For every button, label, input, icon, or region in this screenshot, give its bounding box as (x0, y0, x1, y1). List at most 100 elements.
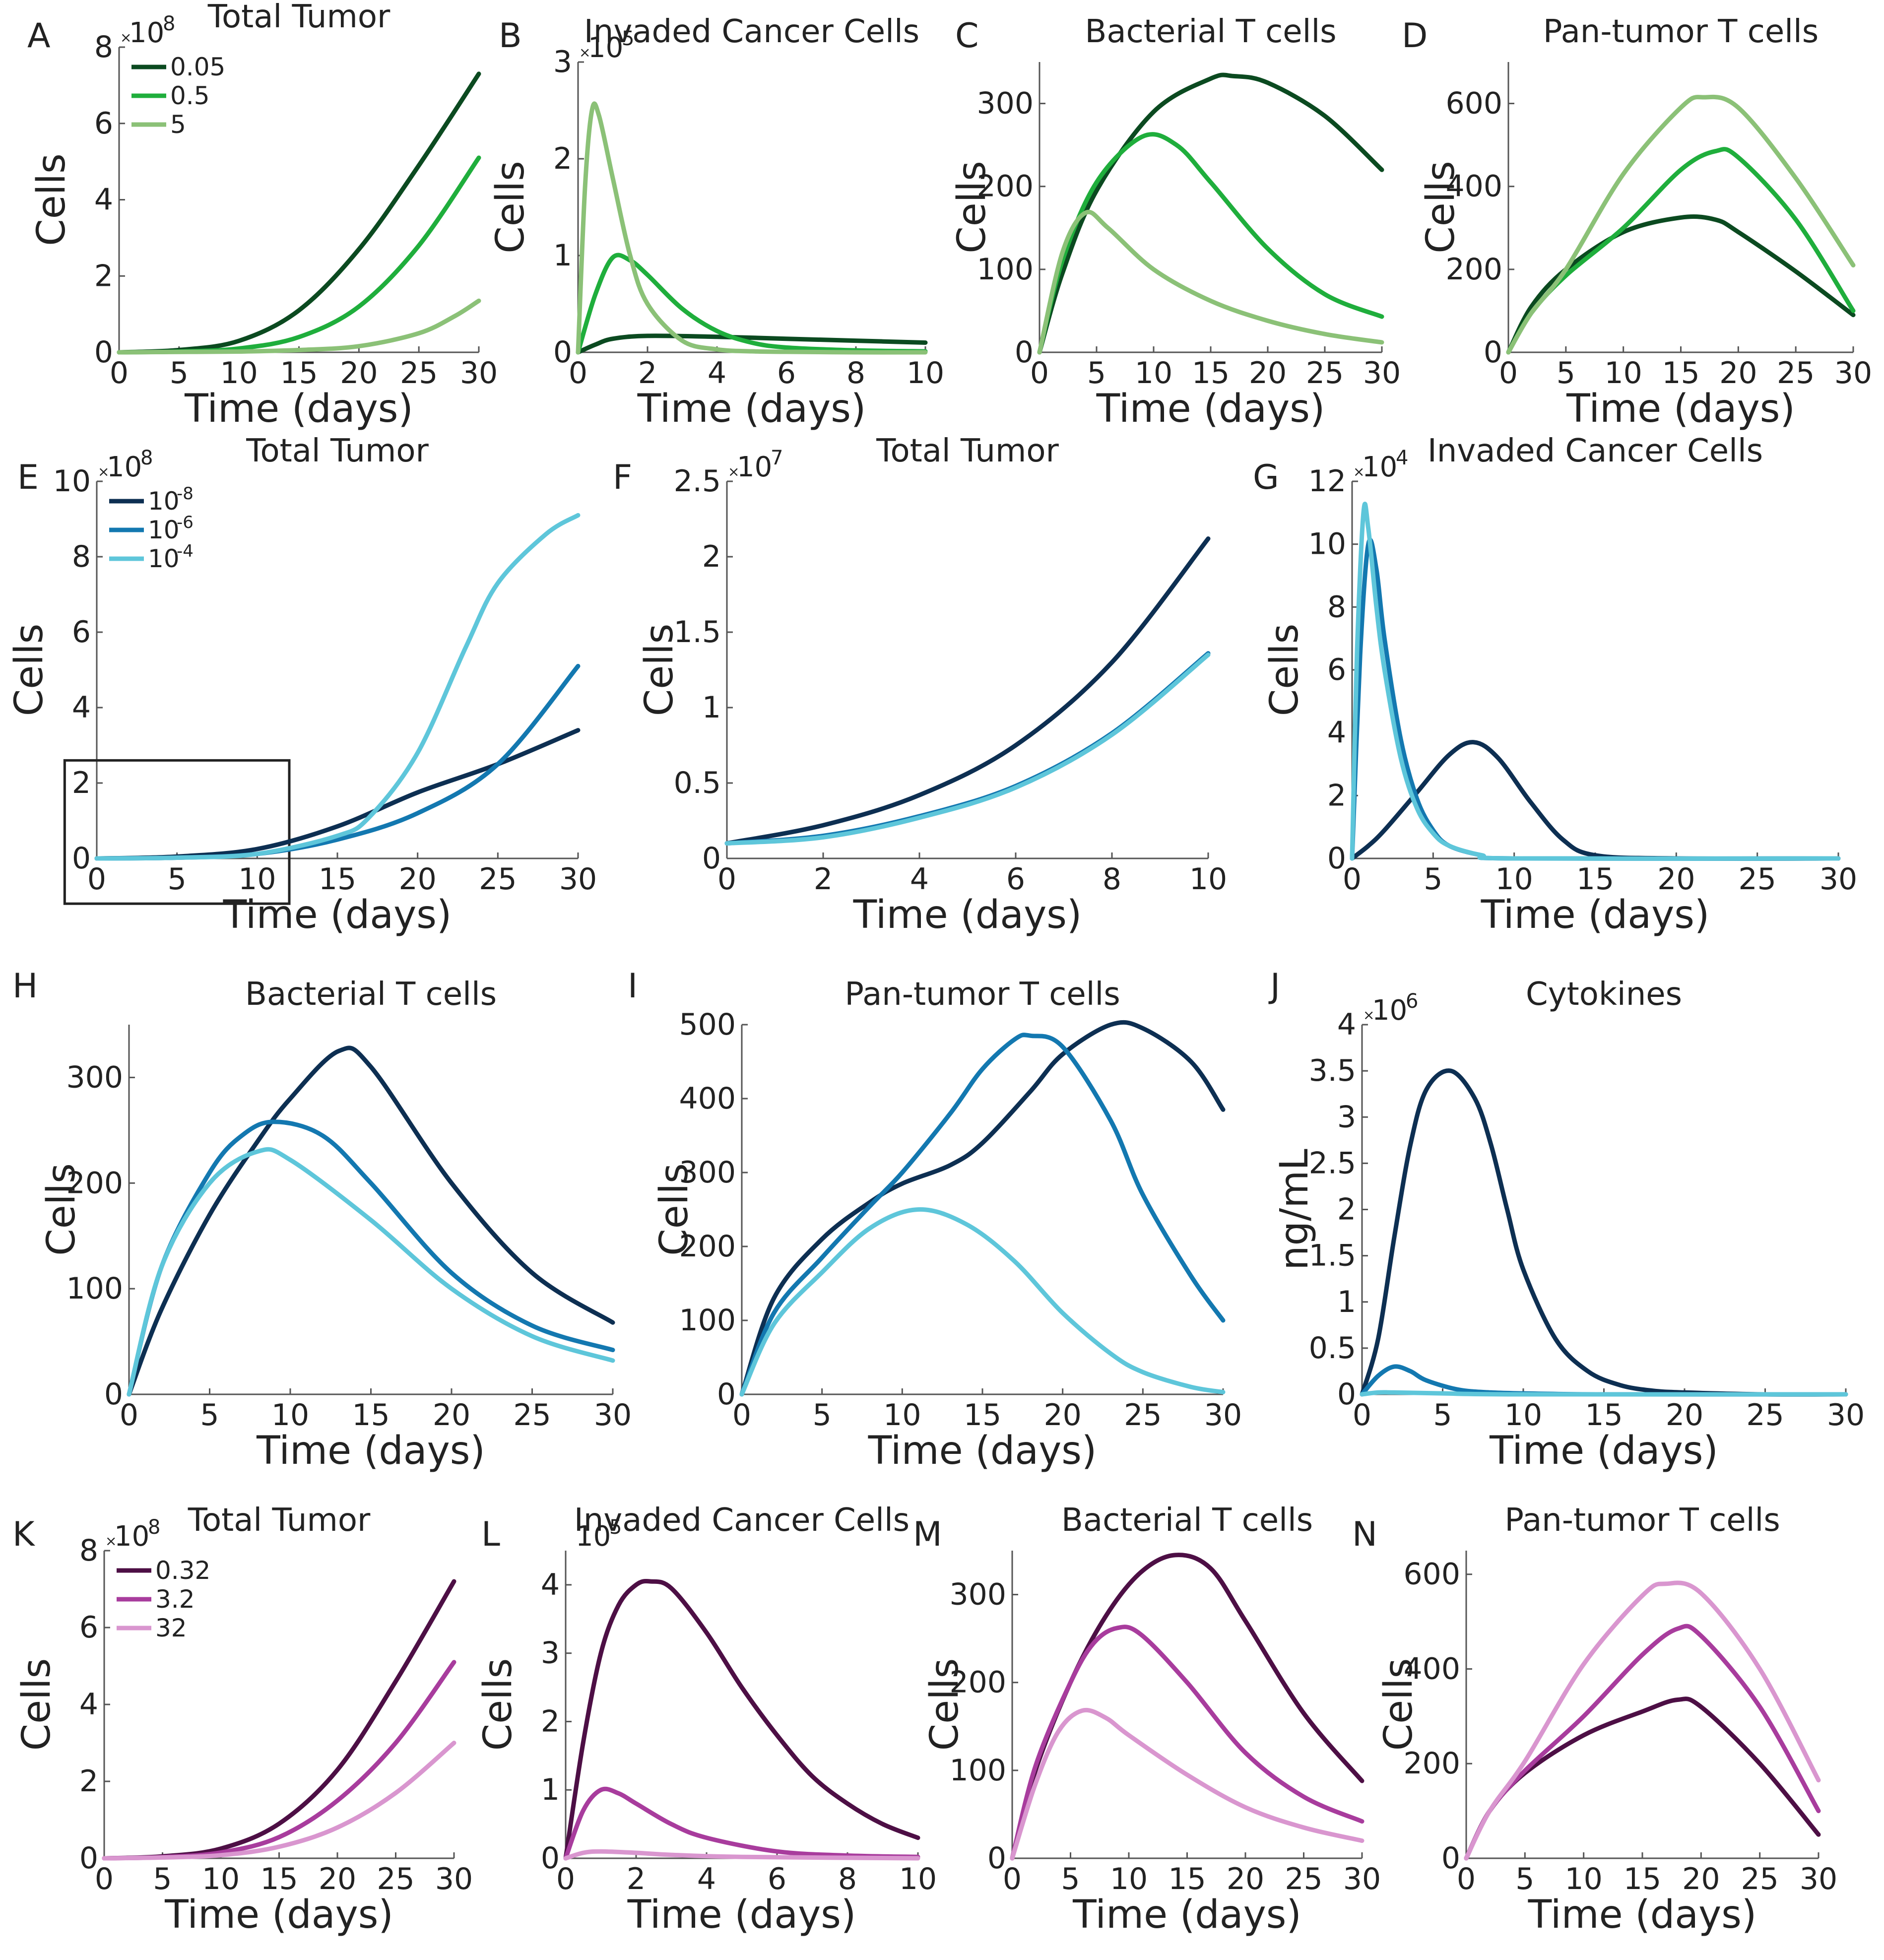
x-tick-label-e: 20 (398, 862, 436, 897)
panel-letter-g: G (1253, 458, 1279, 497)
y-multiplier-base-k: 10 (114, 1520, 149, 1553)
x-tick-label-j: 0 (1353, 1398, 1371, 1433)
series-line-d-1 (1506, 147, 1856, 355)
x-axis-label-f: Time (days) (853, 893, 1082, 937)
y-axis-label-a: Cells (29, 153, 74, 246)
y-axis-label-k: Cells (14, 1658, 59, 1751)
x-tick-label-e: 15 (319, 862, 356, 897)
y-multiplier-base-g: 10 (1362, 451, 1397, 483)
x-tick-label-d: 5 (1557, 356, 1575, 391)
x-tick-label-f: 4 (910, 862, 929, 897)
chart-title-c: Bacterial T cells (1085, 13, 1336, 50)
x-tick-label-j: 10 (1504, 1398, 1542, 1433)
panel-n: N Pan-tumor T cells 0 5 10 15 20 25 30 0 200 400 600… (1352, 1502, 1837, 1937)
zoom-box-e (63, 759, 291, 905)
y-tick-label-e: 0 (72, 841, 91, 876)
y-tick-label-d: 400 (1445, 169, 1502, 204)
x-tick-label-n: 30 (1800, 1862, 1837, 1896)
x-tick-label-f: 6 (1006, 862, 1025, 897)
y-multiplier-times-g: × (1353, 463, 1364, 480)
series-line-h-0 (127, 1045, 615, 1397)
series-line-m-1 (1010, 1625, 1364, 1861)
y-tick-label-b: 3 (553, 45, 572, 79)
panel-d: D Pan-tumor T cells 0 5 10 15 20 25 30 0 200 400 600… (1402, 13, 1872, 431)
x-tick-label-l: 10 (899, 1862, 937, 1896)
y-tick-label-k: 4 (79, 1687, 98, 1722)
series-line-i-2 (739, 1207, 1226, 1397)
y-tick-label-d: 0 (1484, 335, 1502, 370)
y-multiplier-exp-k: 8 (148, 1516, 160, 1539)
chart-title-h: Bacterial T cells (245, 976, 497, 1013)
series-line-g-2 (1350, 502, 1841, 861)
legend-sup-e-1: -6 (177, 513, 194, 532)
y-tick-label-m: 100 (949, 1753, 1006, 1788)
x-tick-label-b: 6 (777, 356, 796, 391)
x-tick-label-e: 10 (238, 862, 276, 897)
y-multiplier-exp-j: 6 (1406, 990, 1418, 1013)
series-line-n-1 (1464, 1624, 1821, 1861)
series-line-b-0 (576, 333, 928, 355)
panel-letter-a: A (27, 16, 51, 56)
x-tick-label-j: 25 (1746, 1398, 1784, 1433)
panel-letter-b: B (499, 16, 522, 56)
y-tick-label-j: 3.5 (1309, 1053, 1356, 1088)
series-line-m-2 (1010, 1707, 1364, 1861)
x-tick-label-m: 5 (1061, 1862, 1080, 1896)
x-tick-label-i: 5 (813, 1398, 832, 1433)
series-line-c-0 (1037, 72, 1384, 355)
x-tick-label-h: 25 (513, 1398, 551, 1433)
x-tick-label-h: 20 (433, 1398, 470, 1433)
x-tick-label-k: 25 (377, 1862, 414, 1896)
x-tick-label-j: 30 (1827, 1398, 1865, 1433)
x-axis-label-c: Time (days) (1096, 387, 1325, 431)
x-tick-label-g: 30 (1819, 862, 1857, 897)
y-tick-label-f: 1 (702, 690, 721, 725)
y-multiplier-base-b: 10 (588, 32, 623, 64)
x-tick-label-k: 20 (319, 1862, 356, 1896)
x-tick-label-m: 25 (1285, 1862, 1322, 1896)
y-axis-label-d: Cells (1419, 161, 1463, 253)
y-tick-label-f: 2.5 (674, 464, 721, 499)
x-tick-label-h: 10 (271, 1398, 309, 1433)
x-tick-label-f: 2 (814, 862, 833, 897)
panel-letter-j: J (1268, 967, 1280, 1006)
x-tick-label-c: 10 (1135, 356, 1172, 391)
x-tick-label-i: 0 (732, 1398, 751, 1433)
series-line-e-2 (94, 513, 581, 861)
y-tick-label-n: 600 (1403, 1557, 1460, 1592)
chart-title-l: Invaded Cancer Cells (574, 1502, 910, 1539)
x-tick-label-g: 5 (1424, 862, 1442, 897)
y-multiplier-exp-l: 5 (609, 1516, 622, 1539)
x-tick-label-c: 25 (1306, 356, 1344, 391)
series-line-n-2 (1464, 1580, 1821, 1861)
y-axis-label-b: Cells (488, 161, 533, 253)
y-tick-label-e: 8 (72, 539, 91, 574)
y-tick-label-n: 200 (1403, 1746, 1460, 1781)
y-tick-label-e: 4 (72, 690, 91, 725)
x-tick-label-g: 15 (1576, 862, 1614, 897)
x-tick-label-m: 30 (1343, 1862, 1381, 1896)
x-tick-label-b: 4 (708, 356, 726, 391)
chart-title-n: Pan-tumor T cells (1504, 1502, 1780, 1539)
chart-title-a: Total Tumor (207, 0, 390, 35)
y-tick-label-j: 3 (1337, 1100, 1356, 1134)
y-tick-label-k: 6 (79, 1610, 98, 1645)
y-tick-label-i: 100 (679, 1303, 736, 1338)
series-line-f-1 (724, 651, 1211, 846)
x-tick-label-n: 10 (1564, 1862, 1602, 1896)
x-tick-label-k: 15 (260, 1862, 298, 1896)
x-tick-label-c: 30 (1363, 356, 1401, 391)
chart-title-b: Invaded Cancer Cells (584, 13, 919, 50)
y-multiplier-base-f: 10 (737, 451, 772, 483)
legend-label-e-1: 10 (148, 516, 180, 544)
x-tick-label-b: 0 (569, 356, 587, 391)
x-tick-label-m: 0 (1003, 1862, 1022, 1896)
panel-letter-e: E (17, 458, 39, 497)
series-line-h-1 (127, 1119, 615, 1397)
x-tick-label-i: 10 (883, 1398, 921, 1433)
y-axis-label-m: Cells (922, 1658, 967, 1751)
y-tick-label-m: 200 (949, 1665, 1006, 1700)
y-tick-label-e: 2 (72, 766, 91, 800)
